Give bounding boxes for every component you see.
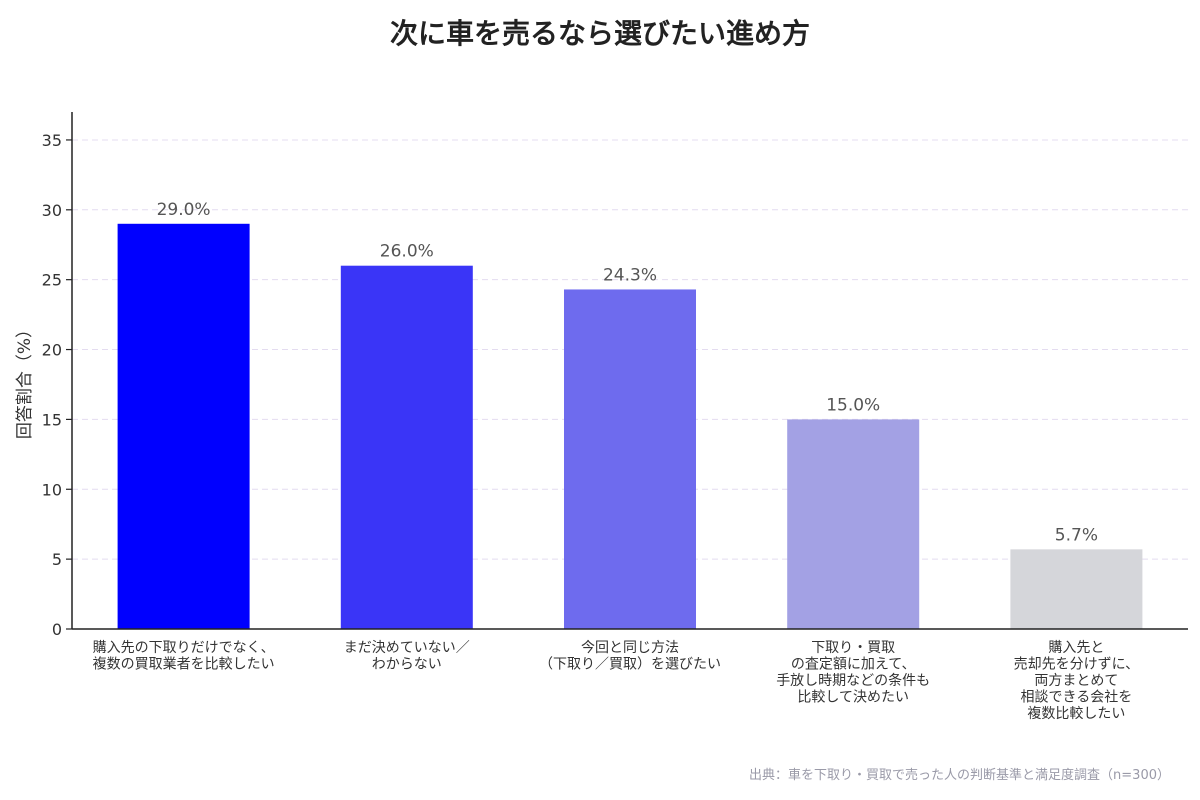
y-tick-label: 0 <box>52 620 62 639</box>
bar <box>117 223 250 629</box>
value-labels: 29.0% 26.0% 24.3% 15.0% 5.7% <box>157 200 1098 546</box>
y-axis-label: 回答割合（%） <box>15 321 35 439</box>
x-tick-label: 今回と同じ方法（下取り／買取）を選びたい <box>539 640 721 673</box>
y-tick-label: 15 <box>42 410 62 429</box>
source-note: 出典：車を下取り・買取で売った人の判断基準と満足度調査（n=300） <box>749 768 1170 783</box>
y-tick-label: 35 <box>42 131 62 150</box>
y-tick-label: 5 <box>52 550 62 569</box>
bar <box>340 265 473 629</box>
bar-value-label: 24.3% <box>603 265 657 285</box>
y-tick-label: 20 <box>42 341 62 360</box>
bar-value-label: 15.0% <box>826 395 880 415</box>
axes <box>71 112 1188 630</box>
chart-title: 次に車を売るなら選びたい進め方 <box>389 17 810 50</box>
category-labels: 購入先の下取りだけでなく、複数の買取業者を比較したい まだ決めていない／わからない… <box>93 640 1140 722</box>
bars <box>117 223 1143 629</box>
x-tick-label: 購入先と売却先を分けずに、両方まとめて相談できる会社を複数比較したい <box>1014 640 1140 722</box>
bar-value-label: 29.0% <box>157 200 211 220</box>
bar-value-label: 26.0% <box>380 242 434 262</box>
bar <box>564 289 696 629</box>
x-tick-label: 下取り・買取の査定額に加えて、手放し時期などの条件も比較して決めたい <box>776 640 930 706</box>
y-tick-label: 30 <box>42 201 62 220</box>
bar <box>787 419 920 629</box>
x-tick-label: 購入先の下取りだけでなく、複数の買取業者を比較したい <box>93 640 275 673</box>
bar-value-label: 5.7% <box>1055 525 1098 545</box>
x-tick-label: まだ決めていない／わからない <box>344 640 470 673</box>
gridlines <box>72 139 1188 560</box>
bar <box>1010 549 1143 629</box>
y-ticks: 0 5 10 15 20 25 30 35 <box>42 131 72 639</box>
y-tick-label: 25 <box>42 271 62 290</box>
y-tick-label: 10 <box>42 480 62 499</box>
